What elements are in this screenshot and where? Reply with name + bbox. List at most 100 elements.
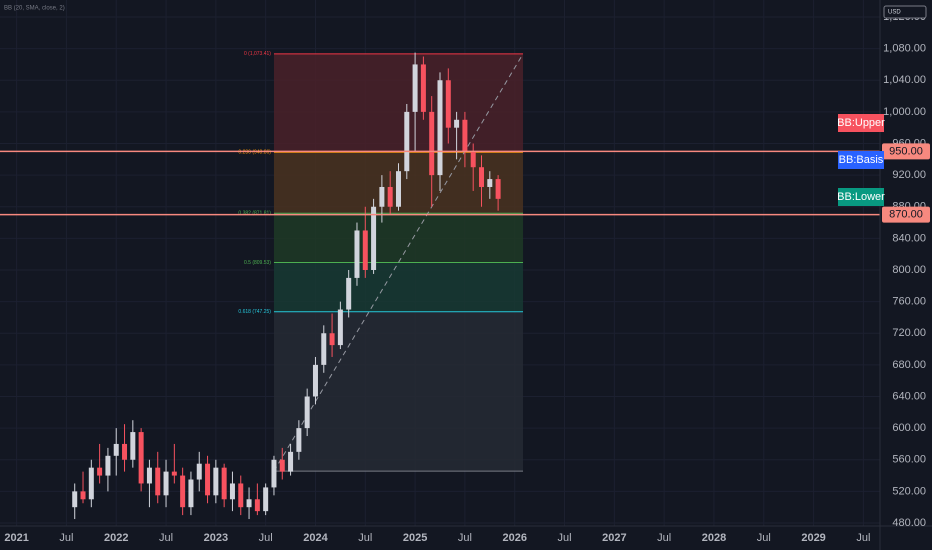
- candle-body: [346, 277, 352, 310]
- candle-body: [420, 64, 426, 112]
- candle-body: [254, 499, 260, 512]
- y-tick-label: 800.00: [892, 264, 926, 276]
- fib-zone: [273, 53, 524, 153]
- candle-body: [97, 467, 103, 476]
- candle-body: [371, 206, 377, 270]
- candle-body: [470, 151, 476, 168]
- bb-tag-label: BB:Basis: [839, 154, 884, 166]
- fib-label: 0.236 (948.86): [238, 150, 271, 156]
- x-tick-label: 2025: [403, 532, 427, 544]
- candle-body: [445, 80, 451, 128]
- candle-body: [288, 451, 294, 472]
- candle-body: [304, 396, 310, 429]
- y-tick-label: 680.00: [892, 359, 926, 371]
- x-tick-label: Jul: [358, 532, 372, 544]
- candle-body: [180, 475, 186, 508]
- x-tick-label: 2024: [303, 532, 328, 544]
- candle-body: [321, 333, 327, 365]
- fib-label: 0 (1,073.41): [244, 51, 271, 57]
- currency: USD: [888, 10, 901, 16]
- y-tick-label: 720.00: [892, 327, 926, 339]
- fib-label: 0.618 (747.25): [238, 309, 271, 315]
- price-tag-label: 950.00: [889, 145, 923, 157]
- candle-body: [429, 111, 435, 176]
- candle-body: [205, 463, 211, 496]
- candle-body: [379, 186, 385, 207]
- candle-body: [229, 483, 235, 500]
- plot: [0, 52, 880, 520]
- candle-body: [387, 186, 393, 207]
- x-tick-label: Jul: [757, 532, 771, 544]
- x-tick-label: 2022: [104, 532, 128, 544]
- fib-retracement: 0 (1,073.41) 0.236 (948.86) 0.382 (871.81)…: [238, 51, 524, 472]
- candle-body: [246, 499, 252, 508]
- candle-body: [238, 483, 244, 508]
- candle-body: [171, 471, 177, 476]
- x-tick-label: 2026: [502, 532, 526, 544]
- y-tick-label: 1,000.00: [883, 106, 926, 118]
- candle-body: [213, 467, 219, 496]
- candle-body: [146, 467, 152, 484]
- x-tick-label: Jul: [856, 532, 870, 544]
- candle-body: [329, 333, 335, 346]
- y-tick-label: 920.00: [892, 169, 926, 181]
- candle-body: [312, 364, 318, 397]
- candle-body: [88, 467, 94, 500]
- candle-body: [163, 471, 169, 496]
- x-tick-label: Jul: [259, 532, 273, 544]
- y-tick-label: 560.00: [892, 454, 926, 466]
- x-tick-label: Jul: [159, 532, 173, 544]
- y-tick-label: 640.00: [892, 390, 926, 402]
- x-tick-label: Jul: [657, 532, 671, 544]
- candle-body: [404, 111, 410, 172]
- candle-body: [495, 179, 501, 199]
- candle-body: [395, 171, 401, 207]
- fib-label: 0.5 (809.53): [244, 260, 271, 266]
- bb-tag: [838, 188, 884, 206]
- bb-tag-label: BB:Lower: [837, 191, 885, 203]
- candle-body: [271, 459, 277, 488]
- candle-body: [462, 119, 468, 152]
- candle-body: [412, 64, 418, 112]
- y-tick-label: 520.00: [892, 485, 926, 497]
- price-tag: [882, 206, 930, 223]
- candle-body: [221, 467, 227, 500]
- indicator-legend: BB (20, SMA, close, 2): [4, 6, 65, 12]
- x-tick-label: 2027: [602, 532, 626, 544]
- y-tick-label: 480.00: [892, 517, 926, 529]
- candle-body: [155, 467, 161, 496]
- bb-tag: [838, 151, 884, 169]
- bb-tag: [838, 114, 884, 132]
- candle-body: [113, 443, 119, 456]
- currency-box[interactable]: [883, 5, 927, 19]
- x-tick-label: Jul: [458, 532, 472, 544]
- candle-body: [279, 459, 285, 472]
- candle-body: [354, 230, 360, 278]
- y-tick-label: 600.00: [892, 422, 926, 434]
- candle-body: [454, 119, 460, 128]
- price-tag: [882, 143, 930, 160]
- candle-body: [362, 230, 368, 270]
- candle-body: [296, 428, 302, 452]
- fib-zone: [273, 213, 524, 263]
- y-tick-label: 760.00: [892, 296, 926, 308]
- candle-body: [196, 463, 202, 480]
- candle-body: [188, 479, 194, 508]
- candle-body: [105, 455, 111, 476]
- y-tick-label: 1,040.00: [883, 74, 926, 86]
- candle-body: [487, 179, 493, 187]
- candle-body: [337, 309, 343, 346]
- x-tick-label: Jul: [59, 532, 73, 544]
- x-tick-label: 2021: [4, 532, 28, 544]
- x-tick-label: 2023: [204, 532, 228, 544]
- fib-label: 0.382 (871.81): [238, 211, 271, 217]
- price-tag-label: 870.00: [889, 209, 923, 221]
- candle-body: [72, 491, 78, 508]
- candle-body: [80, 491, 86, 500]
- fib-zone: [273, 311, 524, 472]
- fib-zone: [273, 262, 524, 312]
- candle-body: [263, 487, 269, 512]
- bb-tag-label: BB:Upper: [837, 117, 885, 129]
